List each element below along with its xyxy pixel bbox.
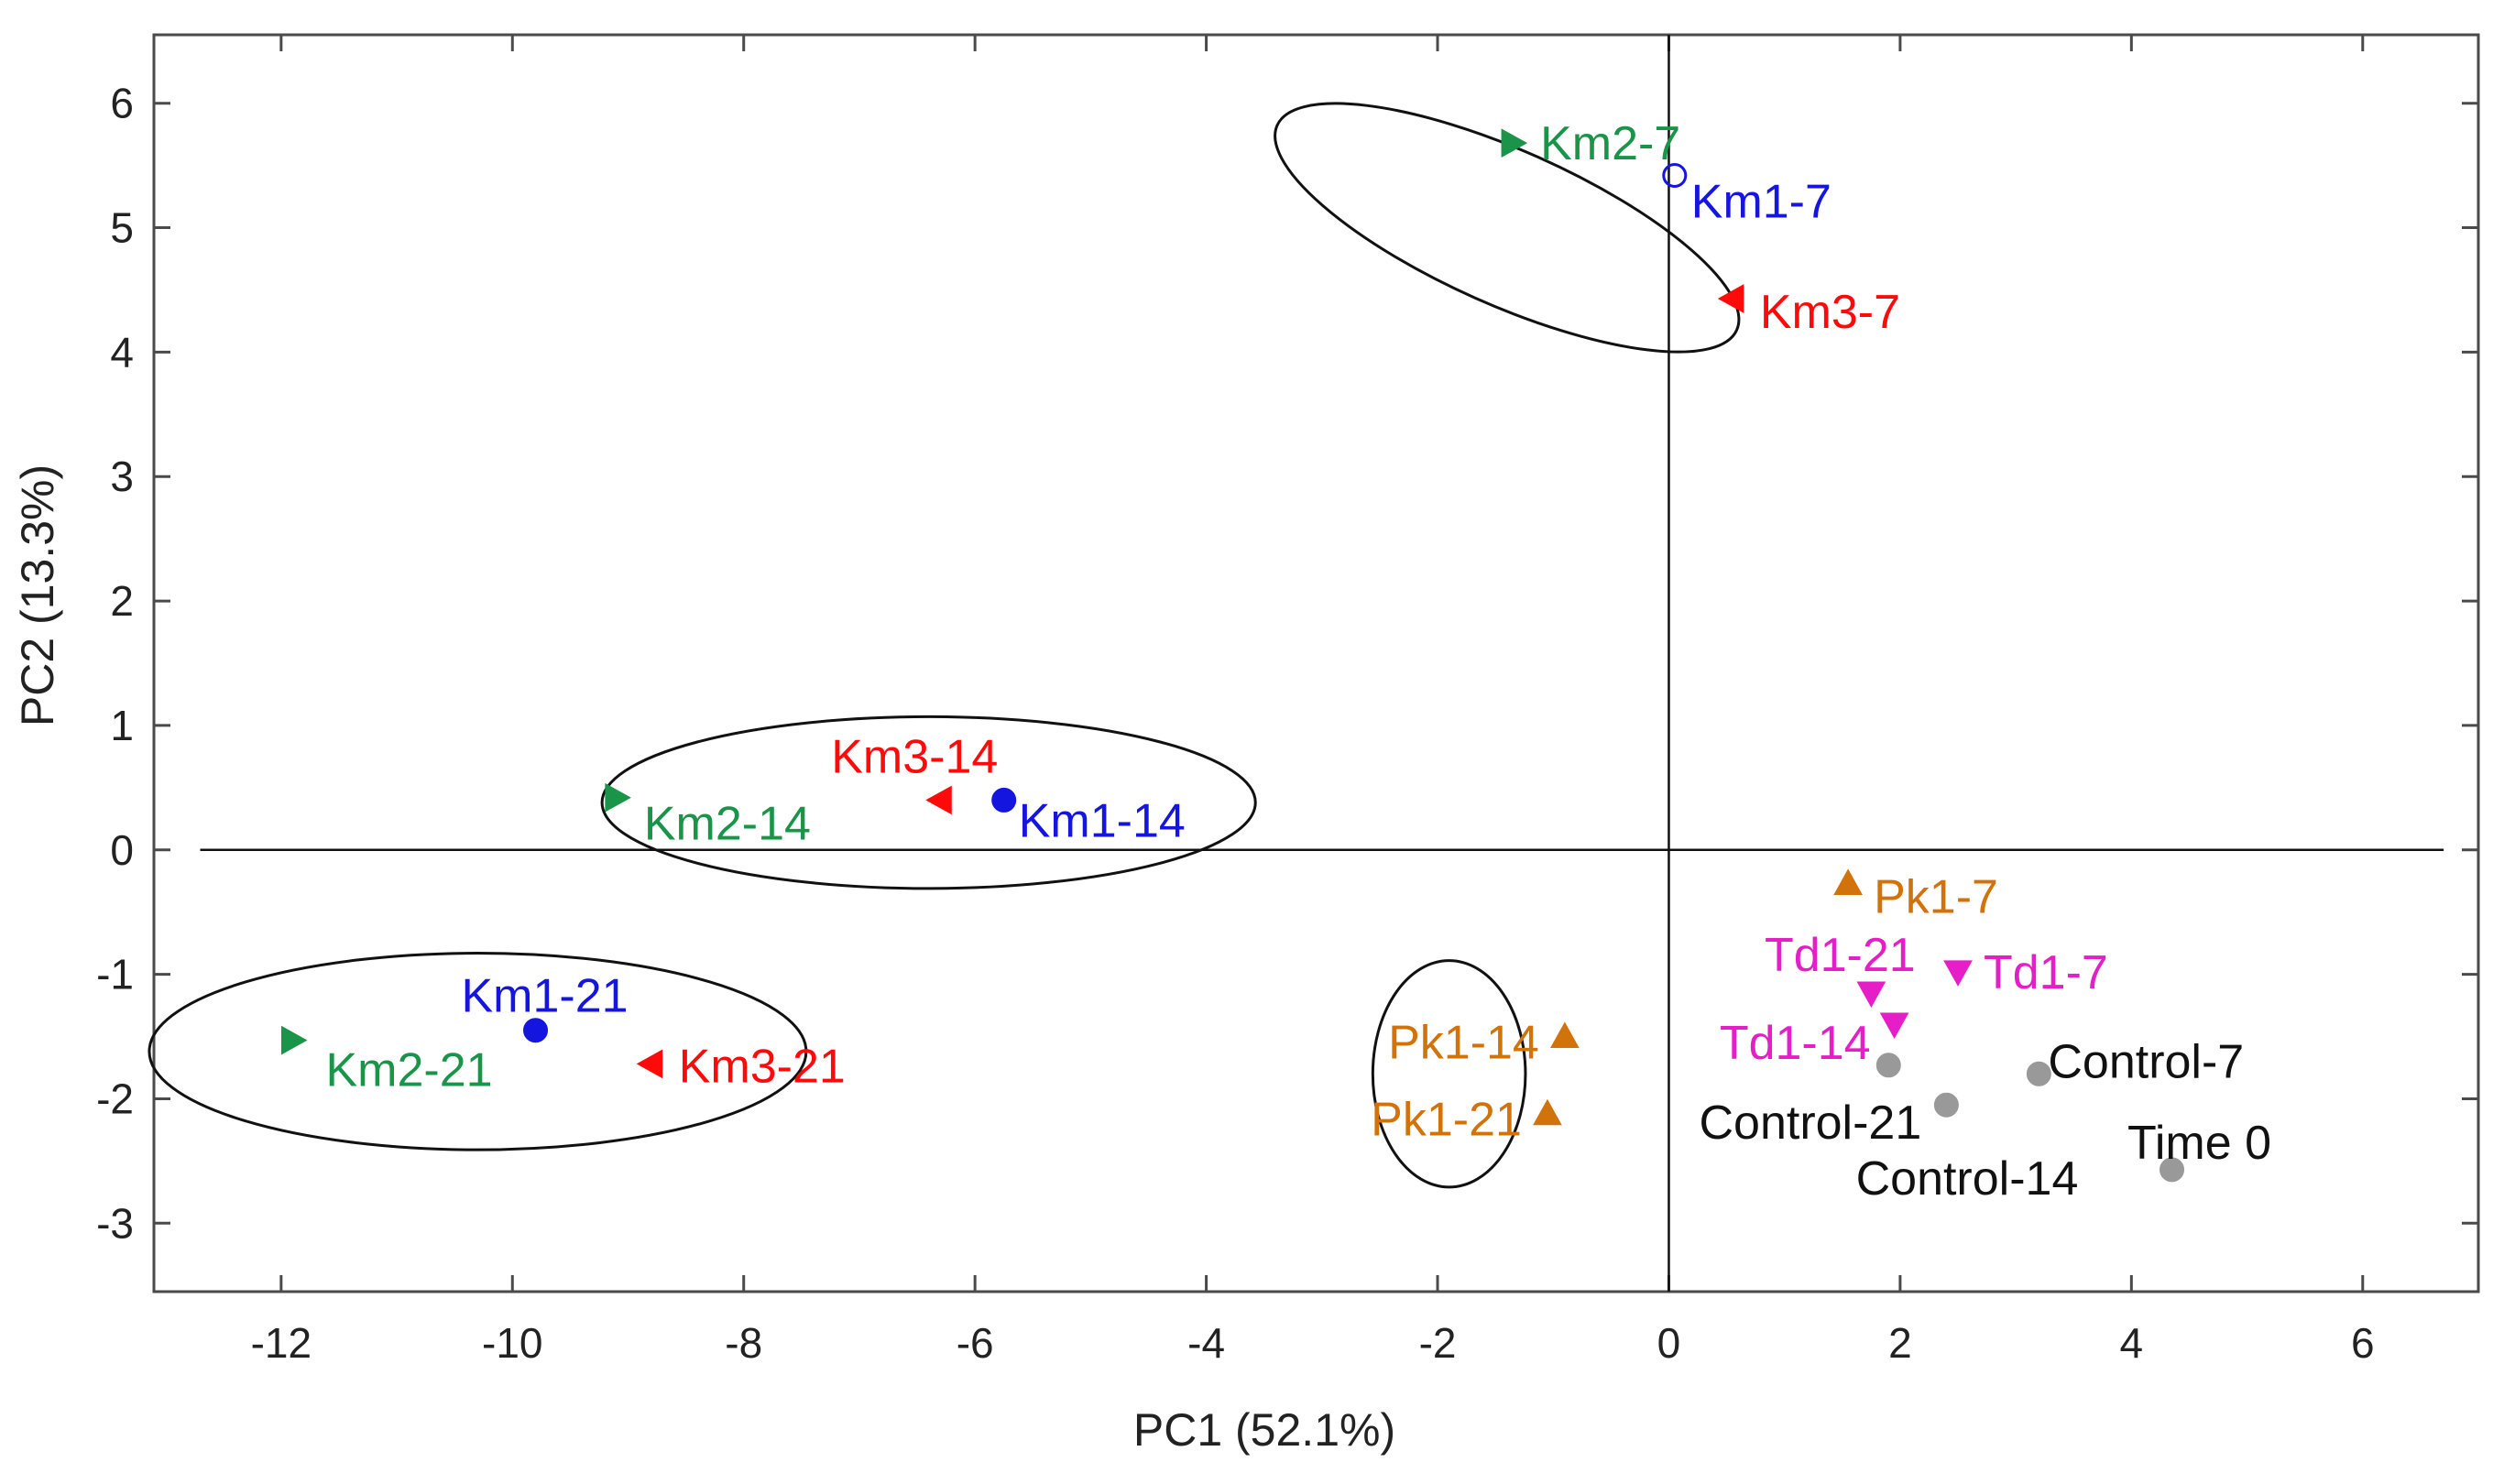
point-label: Km2-21 [325, 1044, 492, 1097]
data-point [2160, 1157, 2185, 1183]
x-tick-label: -8 [725, 1319, 762, 1367]
y-tick-label: -3 [96, 1199, 134, 1247]
point-labels: Km1-7 Km1-14 Km1-21 Km2-7 Km2-14 Km2-21 Km3-7 K… [325, 117, 2271, 1206]
data-points [280, 128, 2185, 1183]
data-point [1856, 981, 1886, 1009]
x-tick-label: 0 [1657, 1319, 1681, 1367]
x-tick-label: -2 [1419, 1319, 1457, 1367]
x-tick-label: -12 [251, 1319, 312, 1367]
data-point [1879, 1012, 1909, 1039]
data-point [991, 787, 1017, 813]
point-label: Pk1-14 [1388, 1017, 1539, 1070]
x-axis-title: PC1 (52.1%) [1133, 1404, 1395, 1456]
data-point [1943, 960, 1973, 987]
point-label: Km1-7 [1691, 176, 1832, 229]
plot-frame [152, 33, 2480, 1293]
data-point [605, 782, 631, 813]
y-tick-label: 1 [110, 702, 134, 749]
data-point [1662, 163, 1688, 189]
y-tick-label: 6 [110, 80, 134, 127]
axis-ticks [154, 35, 2478, 1292]
point-label: Km3-14 [831, 730, 998, 783]
data-point [1533, 1098, 1562, 1126]
point-label: Control-7 [2048, 1035, 2244, 1088]
x-tick-label: -4 [1187, 1319, 1225, 1367]
point-label: Pk1-7 [1874, 870, 1998, 923]
plot-area [152, 33, 2480, 1293]
x-tick-label: -10 [482, 1319, 542, 1367]
data-point [1933, 1092, 1959, 1118]
point-label: Km3-7 [1760, 286, 1900, 339]
data-point [1717, 284, 1744, 313]
data-point [1833, 868, 1863, 895]
x-tick-label: 4 [2120, 1319, 2144, 1367]
point-label: Td1-7 [1984, 946, 2108, 999]
cluster-ellipses [148, 102, 1741, 1189]
point-label: Td1-21 [1765, 929, 1916, 982]
data-point [1501, 128, 1528, 158]
data-point [523, 1018, 549, 1043]
data-point [1875, 1053, 1901, 1078]
y-tick-label: 5 [110, 204, 134, 252]
y-tick-label: 2 [110, 577, 134, 625]
data-point [925, 785, 952, 815]
y-tick-label: 0 [110, 826, 134, 874]
y-axis-title: PC2 (13.3%) [12, 464, 63, 726]
point-label: Km1-14 [1019, 794, 1186, 847]
data-point [1550, 1021, 1580, 1049]
x-tick-label: 2 [1888, 1319, 1912, 1367]
x-tick-label: -6 [957, 1319, 994, 1367]
y-tick-label: -1 [96, 951, 134, 998]
cluster-ellipse [1274, 102, 1741, 354]
zero-lines [200, 35, 2444, 1292]
y-tick-label: -2 [96, 1075, 134, 1122]
data-point [2026, 1061, 2051, 1086]
point-label: Control-21 [1699, 1097, 1921, 1150]
point-label: Time 0 [2127, 1117, 2271, 1170]
cluster-ellipse [1371, 959, 1527, 1189]
y-tick-label: 4 [110, 328, 134, 376]
point-label: Control-14 [1856, 1152, 2079, 1206]
point-label: Km1-21 [461, 970, 628, 1023]
data-point [636, 1049, 663, 1079]
point-label: Km2-14 [644, 798, 811, 851]
point-label: Km3-21 [679, 1040, 846, 1093]
point-label: Pk1-21 [1371, 1094, 1522, 1147]
cluster-ellipse [600, 715, 1257, 890]
y-tick-label: 3 [110, 453, 134, 500]
point-label: Km2-7 [1540, 117, 1680, 170]
point-label: Td1-14 [1720, 1017, 1871, 1070]
cluster-ellipse [148, 952, 808, 1151]
x-tick-label: 6 [2351, 1319, 2375, 1367]
data-point [280, 1025, 308, 1055]
